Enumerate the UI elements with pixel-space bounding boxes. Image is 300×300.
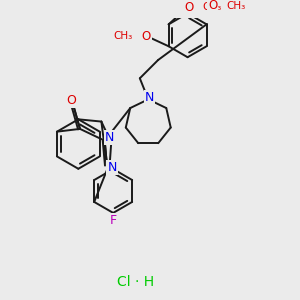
Text: CH₃: CH₃	[226, 1, 245, 11]
Text: CH₃: CH₃	[202, 2, 222, 13]
Text: O: O	[142, 30, 151, 43]
Text: O: O	[184, 1, 194, 14]
Text: O: O	[67, 94, 76, 107]
Text: N: N	[145, 92, 154, 104]
Text: N: N	[107, 161, 117, 174]
Text: CH₃: CH₃	[114, 32, 133, 41]
Text: F: F	[110, 214, 117, 227]
Text: N: N	[105, 131, 114, 144]
Text: O: O	[208, 0, 218, 12]
Text: Cl · H: Cl · H	[117, 275, 154, 289]
